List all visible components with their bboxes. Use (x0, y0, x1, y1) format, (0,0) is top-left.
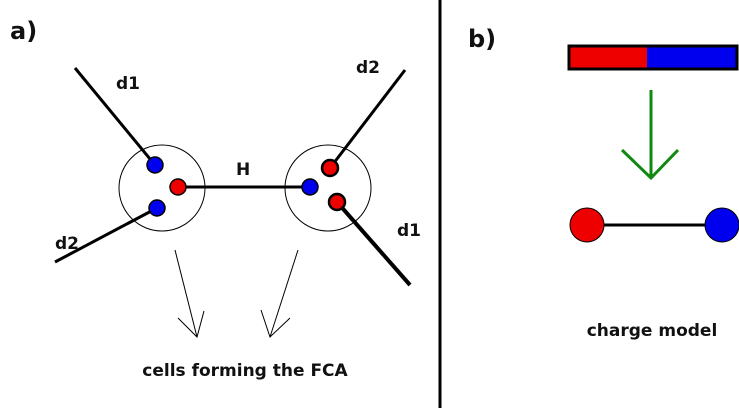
bar-outline (567, 44, 739, 71)
charge (301, 178, 319, 196)
arm (328, 69, 407, 169)
charge (146, 156, 164, 174)
arm (54, 206, 158, 264)
caption: charge model (587, 321, 718, 341)
charge (569, 207, 605, 243)
arm-label: d1 (116, 74, 140, 94)
arm (73, 67, 157, 166)
arrow (260, 249, 299, 338)
bond-label: H (236, 160, 250, 180)
panel-label: b) (468, 25, 496, 53)
charge (704, 207, 739, 243)
bar-half (647, 46, 737, 69)
arm (335, 200, 412, 287)
caption: cells forming the FCA (142, 361, 348, 381)
arrow (174, 249, 205, 338)
charge (320, 158, 340, 178)
arm-label: d2 (356, 58, 380, 78)
charge (327, 192, 347, 212)
arrow (620, 90, 680, 181)
arm-label: d1 (397, 221, 421, 241)
bar-half (569, 46, 647, 69)
charge (169, 178, 187, 196)
panel-label: a) (10, 17, 37, 45)
arm-label: d2 (55, 234, 79, 254)
charge (148, 199, 166, 217)
